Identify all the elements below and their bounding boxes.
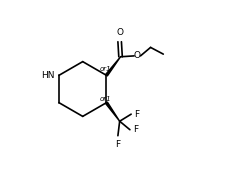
Text: or1: or1	[99, 96, 111, 102]
Text: F: F	[134, 110, 139, 119]
Text: O: O	[134, 51, 141, 60]
Text: HN: HN	[41, 71, 55, 80]
Text: or1: or1	[99, 66, 111, 72]
Text: F: F	[115, 140, 120, 149]
Text: O: O	[116, 28, 123, 37]
Polygon shape	[106, 57, 120, 76]
Text: F: F	[133, 125, 138, 134]
Polygon shape	[106, 102, 120, 121]
